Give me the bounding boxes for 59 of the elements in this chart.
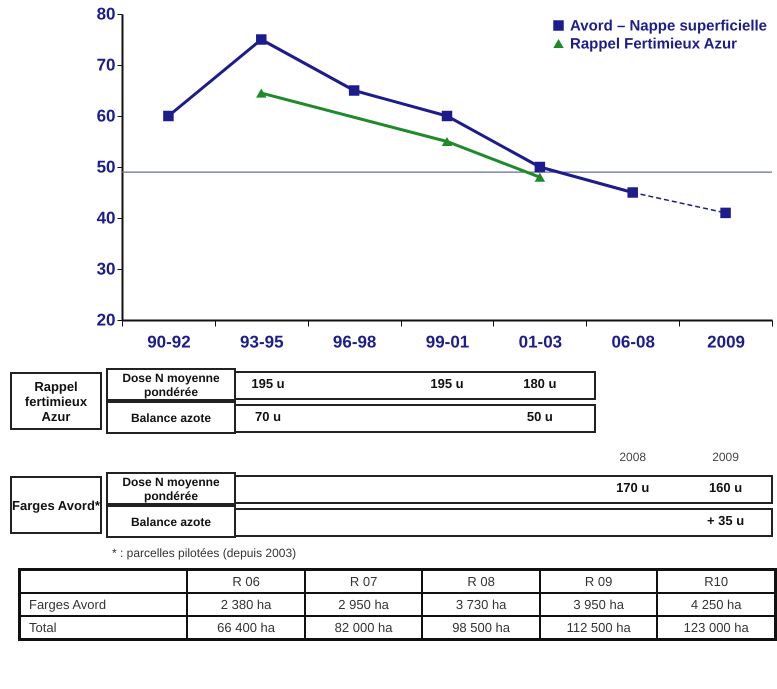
point — [256, 34, 267, 45]
text: 160 u — [708, 480, 742, 495]
text: 3 950 ha — [573, 597, 624, 612]
text: 170 u — [616, 480, 650, 495]
legend-label: Rappel Fertimieux Azur — [570, 36, 738, 52]
point — [442, 110, 452, 122]
text: Farges Avord* — [10, 476, 102, 534]
category-label: Farges Avord — [29, 597, 106, 612]
text: 2 950 ha — [338, 597, 389, 612]
category-label: Balance azote — [130, 410, 212, 424]
y-tick-label: 70 — [96, 56, 116, 74]
legend-label: Avord – Nappe superficielle — [570, 18, 768, 34]
text: 4 250 ha — [690, 597, 742, 612]
text: 98 500 ha — [452, 620, 510, 635]
point — [534, 162, 546, 172]
text: 195 u — [430, 376, 464, 391]
category-label: Total — [29, 620, 56, 635]
x-tick-label: 90-92 — [147, 332, 191, 352]
x-tick-label: 2009 — [707, 332, 745, 352]
category-label: 2008 — [619, 450, 646, 464]
text: 195 u — [251, 376, 285, 391]
text: 180 u — [523, 376, 556, 391]
text: 112 500 ha — [566, 620, 631, 635]
category-label: Balance azote — [130, 514, 212, 528]
category-label: R 09 — [540, 570, 658, 593]
text: 123 000 ha — [684, 620, 749, 635]
point — [720, 208, 731, 218]
category-label: R 06 — [187, 570, 305, 593]
category-label: Dose N moyenne pondérée — [122, 474, 220, 502]
point — [442, 136, 452, 146]
category-label: R 07 — [304, 570, 422, 593]
y-tick-label: 80 — [96, 4, 116, 24]
category-label: R 08 — [422, 570, 540, 593]
y-tick-label: 60 — [96, 106, 116, 126]
y-tick-label: 50 — [96, 158, 116, 176]
x-tick-label: 93-95 — [240, 332, 284, 352]
x-tick-label: 01-03 — [518, 332, 562, 352]
y-tick-label: 40 — [96, 208, 116, 228]
category-label: R10 — [657, 570, 776, 593]
y-tick-label: 20 — [96, 310, 116, 330]
point — [163, 110, 174, 122]
y-tick-label: 30 — [96, 260, 116, 278]
point — [348, 85, 360, 96]
text: + 35 u — [706, 513, 744, 528]
text: Rappel fertimieux Azur — [10, 372, 102, 430]
point — [534, 172, 546, 182]
text: 70 u — [254, 409, 282, 424]
text: 50 u — [526, 409, 553, 424]
x-tick-label: 06-08 — [611, 332, 655, 352]
category-label: 2009 — [712, 450, 739, 464]
category-label: Dose N moyenne pondérée — [122, 370, 220, 398]
point — [256, 88, 267, 98]
x-tick-label: 99-01 — [426, 332, 470, 352]
x-tick-label: 96-98 — [332, 332, 376, 352]
text: 2 380 ha — [220, 597, 272, 612]
text: * : parcelles pilotées (depuis 2003) — [112, 546, 296, 560]
text: 82 000 ha — [334, 620, 393, 635]
text: 66 400 ha — [217, 620, 275, 635]
text: 3 730 ha — [456, 597, 506, 612]
